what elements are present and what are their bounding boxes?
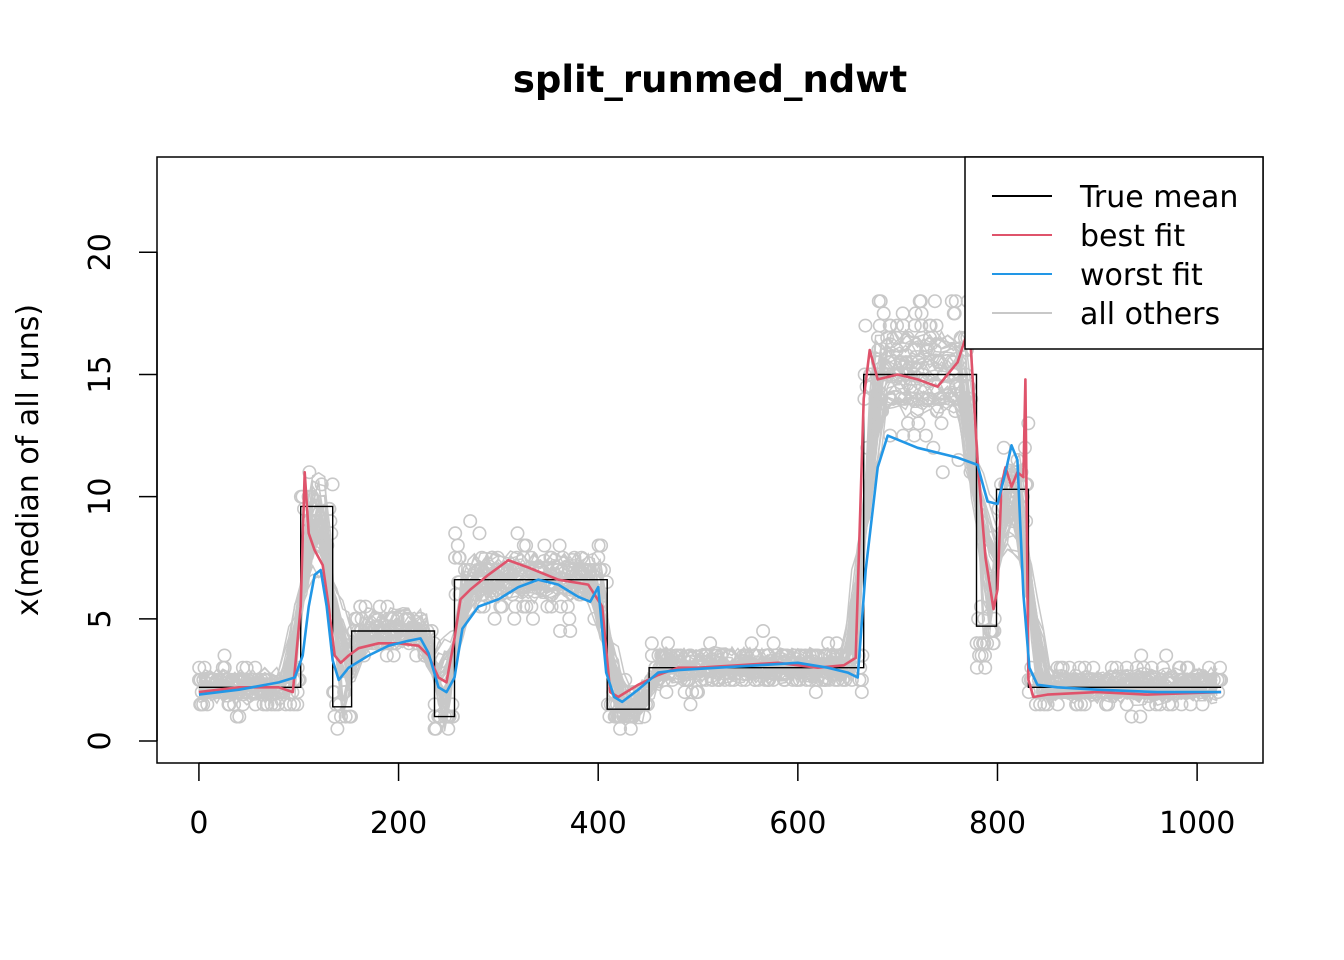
other-point bbox=[1124, 709, 1139, 724]
x-tick-label: 800 bbox=[969, 806, 1026, 841]
other-fit-line bbox=[198, 357, 1218, 725]
other-point bbox=[756, 623, 771, 638]
y-tick-label: 5 bbox=[83, 609, 118, 628]
legend-box bbox=[964, 156, 1264, 350]
other-point bbox=[379, 648, 394, 663]
x-tick-label: 0 bbox=[189, 806, 208, 841]
other-point bbox=[974, 648, 989, 663]
true-mean-line bbox=[198, 373, 1222, 718]
legend-label: best fit bbox=[1080, 219, 1185, 254]
other-point bbox=[217, 648, 232, 663]
other-point bbox=[338, 709, 353, 724]
other-point bbox=[1099, 697, 1114, 712]
other-fit-line bbox=[198, 337, 1218, 706]
y-tick-label: 20 bbox=[83, 233, 118, 271]
other-point bbox=[302, 465, 317, 480]
other-point bbox=[918, 428, 933, 443]
other-point bbox=[858, 318, 873, 333]
y-axis-label: x(median of all runs) bbox=[11, 304, 46, 616]
other-point bbox=[596, 562, 611, 577]
x-tick-label: 400 bbox=[570, 806, 627, 841]
y-tick-label: 15 bbox=[83, 355, 118, 393]
other-point bbox=[911, 416, 926, 431]
other-point bbox=[1109, 660, 1124, 675]
other-point bbox=[314, 477, 329, 492]
other-point bbox=[914, 306, 929, 321]
other-point bbox=[969, 636, 984, 651]
other-point bbox=[644, 636, 659, 651]
x-tick-label: 200 bbox=[370, 806, 427, 841]
other-point bbox=[343, 709, 358, 724]
y-tick-label: 10 bbox=[83, 478, 118, 516]
other-point bbox=[926, 440, 941, 455]
other-point bbox=[980, 636, 995, 651]
other-point bbox=[448, 550, 463, 565]
other-point bbox=[1021, 416, 1036, 431]
other-point bbox=[1119, 660, 1134, 675]
other-point bbox=[562, 611, 577, 626]
other-point bbox=[487, 611, 502, 626]
other-point bbox=[927, 294, 942, 309]
x-axis: 0 200 400 600 800 1000 bbox=[189, 762, 1235, 841]
other-point bbox=[239, 660, 254, 675]
true-mean-path bbox=[198, 373, 1222, 718]
other-point bbox=[946, 306, 961, 321]
legend-label: True mean bbox=[1079, 180, 1238, 215]
other-fit-line bbox=[198, 393, 1218, 714]
other-point bbox=[463, 514, 478, 529]
other-point bbox=[602, 709, 617, 724]
other-point bbox=[256, 697, 271, 712]
other-point bbox=[510, 526, 525, 541]
other-point bbox=[935, 465, 950, 480]
legend: True mean best fit worst fit all others bbox=[964, 156, 1264, 350]
other-point bbox=[908, 306, 923, 321]
y-axis: 0 5 10 15 20 bbox=[83, 233, 158, 751]
other-point bbox=[553, 599, 568, 614]
other-point bbox=[472, 526, 487, 541]
other-point bbox=[872, 318, 887, 333]
other-point bbox=[325, 477, 340, 492]
legend-label: all others bbox=[1080, 297, 1220, 332]
x-tick-label: 600 bbox=[769, 806, 826, 841]
other-point bbox=[452, 550, 467, 565]
other-point bbox=[808, 685, 823, 700]
other-point bbox=[934, 416, 949, 431]
other-point bbox=[1033, 697, 1048, 712]
other-point bbox=[896, 318, 911, 333]
other-point bbox=[703, 636, 718, 651]
fit-series bbox=[198, 324, 1222, 704]
other-point bbox=[290, 697, 305, 712]
other-point bbox=[552, 538, 567, 553]
other-point bbox=[553, 623, 568, 638]
other-point bbox=[876, 306, 891, 321]
other-point bbox=[232, 709, 247, 724]
worst-fit-line bbox=[198, 434, 1222, 704]
other-point bbox=[1133, 709, 1148, 724]
other-point bbox=[519, 599, 534, 614]
other-point bbox=[519, 538, 534, 553]
other-point bbox=[537, 538, 552, 553]
other-point bbox=[448, 526, 463, 541]
other-point bbox=[900, 416, 915, 431]
legend-label: worst fit bbox=[1080, 258, 1203, 293]
other-point bbox=[852, 672, 867, 687]
x-tick-label: 1000 bbox=[1159, 806, 1235, 841]
y-tick-label: 0 bbox=[83, 731, 118, 750]
other-point bbox=[594, 538, 609, 553]
chart-title: split_runmed_ndwt bbox=[513, 58, 907, 101]
other-point bbox=[1159, 648, 1174, 663]
other-point bbox=[690, 685, 705, 700]
